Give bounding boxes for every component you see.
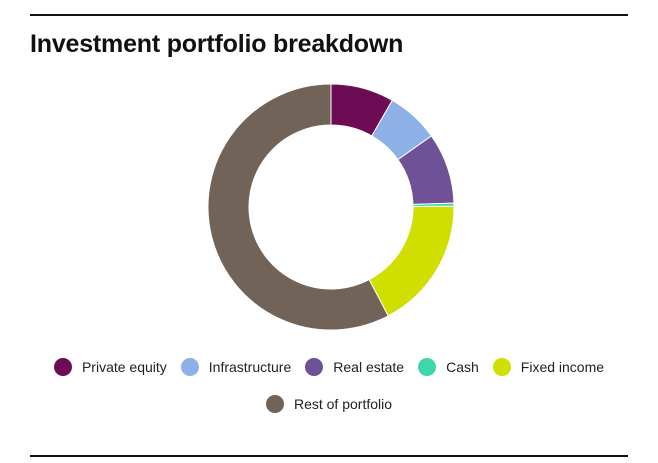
- chart-title: Investment portfolio breakdown: [30, 30, 404, 58]
- bottom-rule: [30, 455, 628, 457]
- legend-label: Rest of portfolio: [293, 396, 393, 412]
- legend-label: Infrastructure: [208, 359, 292, 375]
- legend: Private equity Infrastructure Real estate C…: [0, 355, 658, 416]
- legend-label: Fixed income: [520, 359, 605, 375]
- legend-item: Rest of portfolio: [265, 395, 393, 413]
- legend-label: Private equity: [81, 359, 167, 375]
- legend-swatch: [305, 358, 324, 376]
- legend-swatch: [53, 358, 72, 376]
- slice-fixed-income: [368, 205, 455, 317]
- legend-swatch: [180, 358, 199, 376]
- legend-item: Infrastructure: [180, 358, 292, 376]
- top-rule: [30, 14, 628, 16]
- legend-item: Private equity: [53, 358, 167, 376]
- legend-swatch: [492, 358, 511, 376]
- legend-label: Real estate: [333, 359, 405, 375]
- legend-item: Fixed income: [492, 358, 605, 376]
- legend-row: Private equity Infrastructure Real estate C…: [0, 355, 658, 379]
- legend-label: Cash: [446, 359, 479, 375]
- legend-swatch: [265, 395, 284, 413]
- donut-slices: [207, 83, 455, 331]
- legend-item: Real estate: [305, 358, 404, 376]
- slice-rest-of-portfolio: [207, 83, 389, 331]
- legend-item: Cash: [418, 358, 479, 376]
- legend-swatch: [418, 358, 437, 376]
- legend-row: Rest of portfolio: [0, 392, 658, 416]
